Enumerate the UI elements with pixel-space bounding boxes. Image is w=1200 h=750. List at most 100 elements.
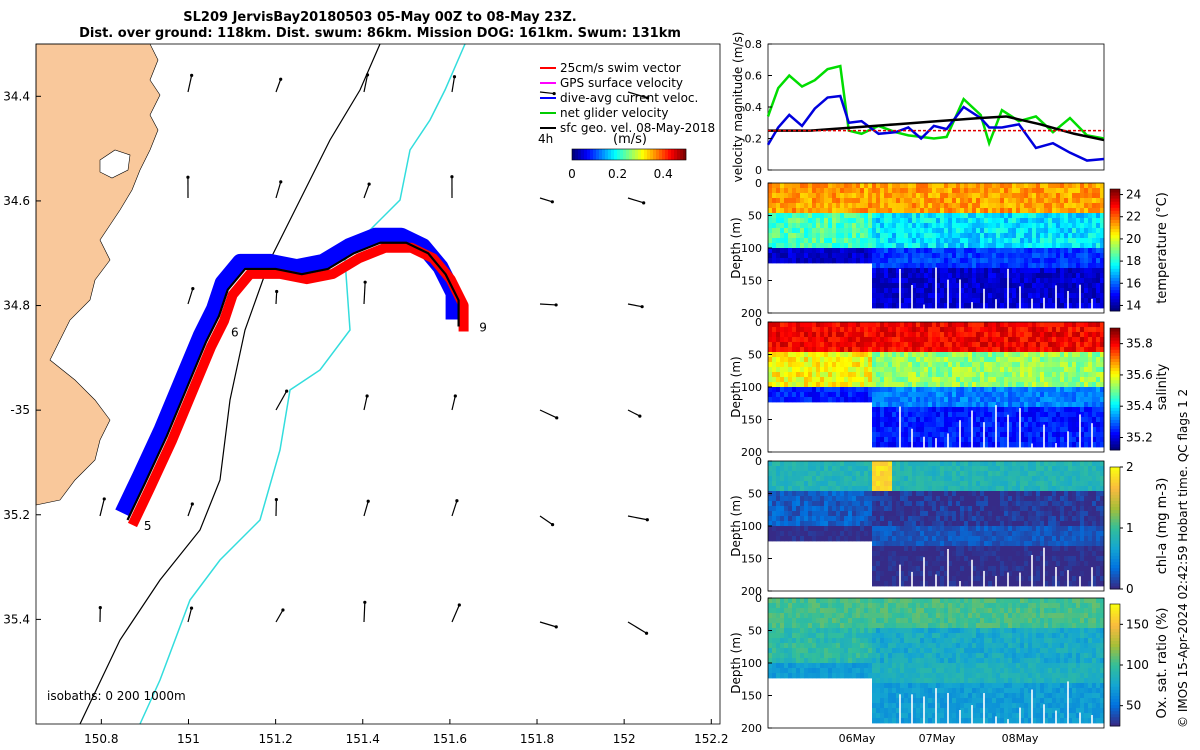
heatmap-cell <box>812 491 817 497</box>
heatmap-cell <box>1000 387 1005 393</box>
heatmap-cell <box>848 337 853 343</box>
heatmap-cell <box>860 362 865 368</box>
heatmap-cell <box>804 228 809 234</box>
heatmap-cell <box>824 228 829 234</box>
heatmap-cell <box>876 357 881 363</box>
heatmap-cell <box>916 496 921 502</box>
heatmap-cell <box>884 531 889 537</box>
heatmap-cell <box>948 228 953 234</box>
heatmap-cell <box>932 372 937 378</box>
heatmap-cell <box>880 486 885 492</box>
heatmap-cell <box>1076 387 1081 393</box>
heatmap-cell <box>1092 367 1097 373</box>
heatmap-cell <box>824 213 829 219</box>
arrow-head <box>555 416 559 420</box>
heatmap-cell <box>1048 377 1053 383</box>
heatmap-cell <box>964 218 969 224</box>
heatmap-cell <box>968 387 973 393</box>
heatmap-cell <box>800 501 805 507</box>
heatmap-cell <box>796 367 801 373</box>
heatmap-cell <box>1048 407 1053 413</box>
heatmap-cell <box>896 501 901 507</box>
heatmap-cell <box>904 541 909 547</box>
heatmap-cell <box>988 377 993 383</box>
heatmap-cell <box>964 437 969 443</box>
heatmap-cell <box>1016 367 1021 373</box>
heatmap-cell <box>916 536 921 542</box>
heatmap-cell <box>932 377 937 383</box>
heatmap-cell <box>848 471 853 477</box>
arrow-head <box>450 175 454 179</box>
heatmap-cell <box>948 188 953 194</box>
heatmap-cell <box>884 392 889 398</box>
heatmap-cell <box>976 258 981 264</box>
heatmap-cell <box>820 243 825 249</box>
heatmap-cell <box>1032 337 1037 343</box>
heatmap-cell <box>1000 188 1005 194</box>
heatmap-cell <box>932 362 937 368</box>
heatmap-cell <box>964 233 969 239</box>
heatmap-cell <box>780 526 785 532</box>
heatmap-cell <box>828 258 833 264</box>
heatmap-cell <box>1100 412 1105 418</box>
heatmap-cell <box>880 253 885 259</box>
heatmap-cell <box>944 268 949 274</box>
heatmap-cell <box>1056 193 1061 199</box>
heatmap-cell <box>1084 183 1089 189</box>
colorbar-cell <box>1110 352 1120 356</box>
heatmap-cell <box>1072 372 1077 378</box>
heatmap-cell <box>948 496 953 502</box>
heatmap-cell <box>1004 203 1009 209</box>
heatmap-cell <box>884 461 889 467</box>
heatmap-cell <box>932 193 937 199</box>
heatmap-cell <box>908 327 913 333</box>
heatmap-cell <box>1056 442 1061 448</box>
heatmap-cell <box>948 208 953 214</box>
heatmap-cell <box>1000 402 1005 408</box>
heatmap-cell <box>1080 417 1085 423</box>
heatmap-cell <box>904 581 909 587</box>
heatmap-cell <box>1084 407 1089 413</box>
heatmap-cell <box>896 387 901 393</box>
heatmap-cell <box>1084 248 1089 254</box>
heatmap-cell <box>864 531 869 537</box>
heatmap-cell <box>852 387 857 393</box>
heatmap-cell <box>876 253 881 259</box>
heatmap-cell <box>832 337 837 343</box>
heatmap-cell <box>1084 303 1089 309</box>
heatmap-cell <box>972 243 977 249</box>
heatmap-cell <box>804 352 809 358</box>
velocity-y-tick-label: 0.8 <box>745 38 763 51</box>
heatmap-cell <box>960 432 965 438</box>
heatmap-cell <box>980 337 985 343</box>
heatmap-cell <box>924 218 929 224</box>
heatmap-cell <box>804 243 809 249</box>
colorbar-tick-label: 24 <box>1126 188 1141 202</box>
heatmap-cell <box>1044 437 1049 443</box>
heatmap-cell <box>780 342 785 348</box>
heatmap-cell <box>848 238 853 244</box>
heatmap-cell <box>1012 372 1017 378</box>
heatmap-cell <box>924 223 929 229</box>
heatmap-cell <box>1060 183 1065 189</box>
heatmap-cell <box>888 228 893 234</box>
heatmap-cell <box>1028 233 1033 239</box>
heatmap-cell <box>904 263 909 269</box>
heatmap-cell <box>960 293 965 299</box>
heatmap-cell <box>880 536 885 542</box>
heatmap-cell <box>956 372 961 378</box>
heatmap-cell <box>872 402 877 408</box>
colorbar-cell <box>1110 334 1120 338</box>
heatmap-cell <box>768 387 773 393</box>
colorbar-cell <box>572 149 576 160</box>
heatmap-cell <box>896 283 901 289</box>
heatmap-cell <box>932 521 937 527</box>
heatmap-cell <box>812 387 817 393</box>
heatmap-cell <box>1080 392 1085 398</box>
colorbar-cell <box>1110 419 1120 423</box>
heatmap-cell <box>900 322 905 328</box>
heatmap-cell <box>900 198 905 204</box>
heatmap-cell <box>1020 248 1025 254</box>
heatmap-cell <box>1024 442 1029 448</box>
heatmap-cell <box>940 263 945 269</box>
